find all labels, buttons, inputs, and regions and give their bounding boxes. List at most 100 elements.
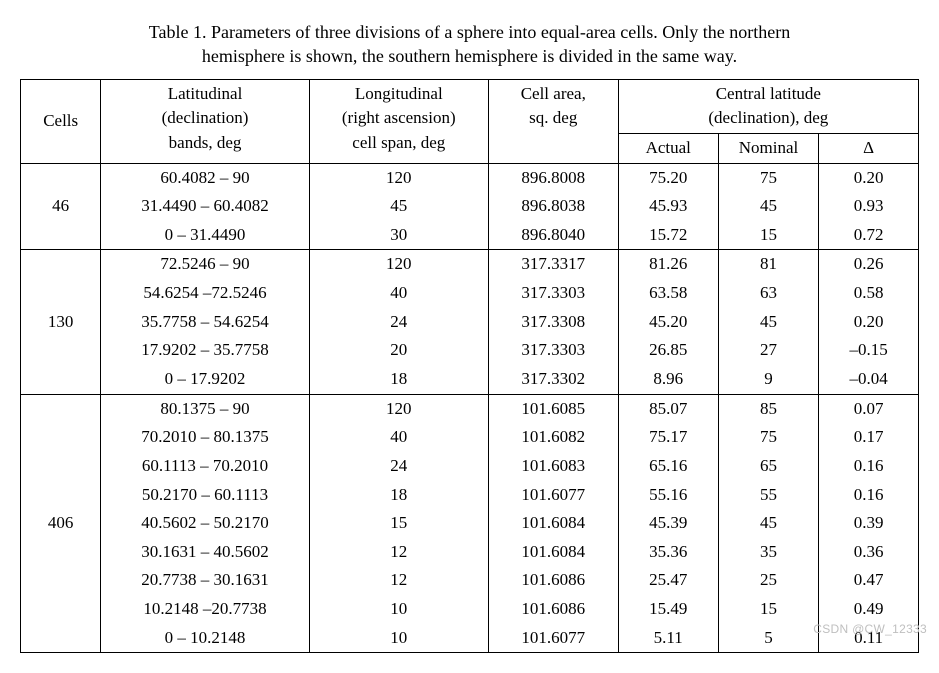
nominal-value: 75 [718,163,818,192]
lon-span-value: 40 [309,279,488,308]
lon-span-value: 40 [309,423,488,452]
area-value: 101.6082 [488,423,618,452]
parameters-table: Cells Latitudinal (declination) bands, d… [20,79,919,654]
lon-span-value: 120 [309,394,488,423]
lon-span-value: 120 [309,163,488,192]
lat-band-value: 60.4082 – 90 [101,163,309,192]
delta-value: 0.72 [819,221,919,250]
actual-value: 15.72 [618,221,718,250]
lon-span-value: 120 [309,250,488,279]
area-value: 101.6077 [488,481,618,510]
table-row: 10.2148 –20.773810101.608615.49150.49 [21,595,919,624]
cells-value: 406 [21,394,101,653]
nominal-value: 65 [718,452,818,481]
nominal-value: 35 [718,538,818,567]
table-row: 70.2010 – 80.137540101.608275.17750.17 [21,423,919,452]
table-row: 30.1631 – 40.560212101.608435.36350.36 [21,538,919,567]
lat-band-value: 40.5602 – 50.2170 [101,509,309,538]
nominal-value: 9 [718,365,818,394]
lat-band-value: 0 – 31.4490 [101,221,309,250]
header-area-line2: sq. deg [529,108,577,127]
table-row: 54.6254 –72.524640317.330363.58630.58 [21,279,919,308]
table-row: 4660.4082 – 90120896.800875.20750.20 [21,163,919,192]
header-lon-line2: (right ascension) [342,108,456,127]
lat-band-value: 54.6254 –72.5246 [101,279,309,308]
lon-span-value: 30 [309,221,488,250]
delta-value: 0.49 [819,595,919,624]
table-header: Cells Latitudinal (declination) bands, d… [21,79,919,163]
header-longitudinal: Longitudinal (right ascension) cell span… [309,79,488,163]
actual-value: 63.58 [618,279,718,308]
header-lon-line3: cell span, deg [352,133,445,152]
area-value: 896.8040 [488,221,618,250]
delta-value: 0.93 [819,192,919,221]
table-row: 40680.1375 – 90120101.608585.07850.07 [21,394,919,423]
delta-value: 0.20 [819,163,919,192]
lat-band-value: 35.7758 – 54.6254 [101,308,309,337]
area-value: 101.6084 [488,509,618,538]
cells-value: 130 [21,250,101,394]
area-value: 317.3317 [488,250,618,279]
area-value: 896.8008 [488,163,618,192]
table-row: 35.7758 – 54.625424317.330845.20450.20 [21,308,919,337]
table-row: 50.2170 – 60.111318101.607755.16550.16 [21,481,919,510]
lon-span-value: 10 [309,595,488,624]
delta-value: 0.47 [819,566,919,595]
header-area: Cell area, sq. deg [488,79,618,163]
lon-span-value: 24 [309,452,488,481]
nominal-value: 85 [718,394,818,423]
nominal-value: 15 [718,595,818,624]
nominal-value: 5 [718,624,818,653]
header-latitudinal: Latitudinal (declination) bands, deg [101,79,309,163]
header-area-line1: Cell area, [521,84,586,103]
table-row: 13072.5246 – 90120317.331781.26810.26 [21,250,919,279]
delta-value: 0.39 [819,509,919,538]
area-value: 101.6085 [488,394,618,423]
table-row: 20.7738 – 30.163112101.608625.47250.47 [21,566,919,595]
lat-band-value: 0 – 10.2148 [101,624,309,653]
nominal-value: 55 [718,481,818,510]
actual-value: 26.85 [618,336,718,365]
lon-span-value: 20 [309,336,488,365]
actual-value: 85.07 [618,394,718,423]
actual-value: 55.16 [618,481,718,510]
table-row: 0 – 31.449030896.804015.72150.72 [21,221,919,250]
table-row: 40.5602 – 50.217015101.608445.39450.39 [21,509,919,538]
table-caption: Table 1. Parameters of three divisions o… [60,20,880,69]
table-row: 31.4490 – 60.408245896.803845.93450.93 [21,192,919,221]
actual-value: 35.36 [618,538,718,567]
area-value: 896.8038 [488,192,618,221]
nominal-value: 27 [718,336,818,365]
table-row: 17.9202 – 35.775820317.330326.8527–0.15 [21,336,919,365]
lat-band-value: 17.9202 – 35.7758 [101,336,309,365]
nominal-value: 45 [718,308,818,337]
actual-value: 75.20 [618,163,718,192]
nominal-value: 45 [718,509,818,538]
lat-band-value: 70.2010 – 80.1375 [101,423,309,452]
actual-value: 45.93 [618,192,718,221]
lon-span-value: 15 [309,509,488,538]
header-delta: Δ [819,133,919,163]
actual-value: 5.11 [618,624,718,653]
area-value: 101.6084 [488,538,618,567]
actual-value: 8.96 [618,365,718,394]
area-value: 101.6086 [488,566,618,595]
lat-band-value: 80.1375 – 90 [101,394,309,423]
lat-band-value: 31.4490 – 60.4082 [101,192,309,221]
lat-band-value: 20.7738 – 30.1631 [101,566,309,595]
nominal-value: 75 [718,423,818,452]
area-value: 317.3308 [488,308,618,337]
nominal-value: 25 [718,566,818,595]
actual-value: 45.39 [618,509,718,538]
nominal-value: 15 [718,221,818,250]
nominal-value: 45 [718,192,818,221]
caption-line2: hemisphere is shown, the southern hemisp… [202,46,737,66]
lat-band-value: 72.5246 – 90 [101,250,309,279]
actual-value: 81.26 [618,250,718,279]
delta-value: 0.20 [819,308,919,337]
header-cent-line2: (declination), deg [708,108,828,127]
header-cells: Cells [21,79,101,163]
table-row: 0 – 17.920218317.33028.969–0.04 [21,365,919,394]
caption-line1: Table 1. Parameters of three divisions o… [149,22,791,42]
lat-band-value: 10.2148 –20.7738 [101,595,309,624]
